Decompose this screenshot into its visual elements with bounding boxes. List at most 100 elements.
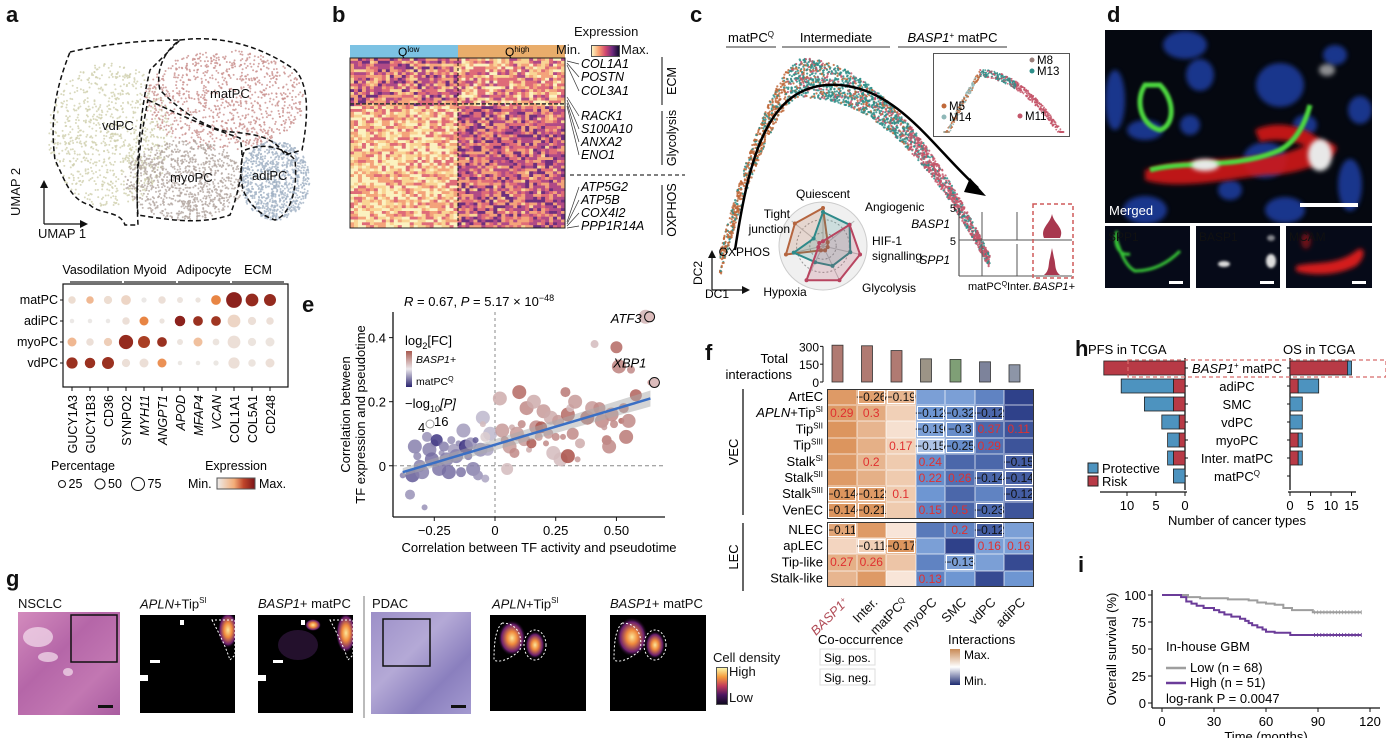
heatmap-cell — [393, 103, 399, 107]
umap-cluster-label: matPC — [210, 86, 250, 101]
heatmap-cell — [441, 77, 446, 81]
heatmap-cell — [493, 100, 498, 104]
umap-point — [257, 154, 260, 157]
heatmap-cell — [477, 83, 482, 87]
heatmap-cell — [549, 75, 554, 79]
heatmap-cell — [397, 66, 403, 70]
heatmap-cell — [369, 114, 375, 118]
umap-point — [292, 81, 295, 84]
heatmap-cell — [453, 69, 458, 73]
umap-point — [292, 85, 295, 88]
heatmap-cell — [465, 106, 470, 110]
umap-point — [155, 162, 158, 165]
umap-point — [267, 171, 270, 174]
heatmap-cell — [389, 63, 395, 67]
heatmap-cell — [501, 92, 506, 96]
umap-point — [247, 96, 250, 99]
umap-point — [205, 89, 208, 92]
umap-point — [289, 74, 292, 77]
heatmap-cell — [377, 60, 383, 64]
heatmap-cell — [473, 111, 478, 115]
heatmap-cell — [445, 97, 450, 101]
umap-point — [202, 166, 205, 169]
umap-point — [271, 183, 274, 186]
umap-point — [234, 49, 237, 52]
heatmap-cell — [457, 86, 462, 90]
umap-point — [289, 151, 292, 154]
umap-point — [112, 174, 115, 177]
b-header-high — [458, 45, 565, 58]
heatmap-cell — [393, 63, 399, 67]
umap-point — [91, 115, 94, 118]
umap-point — [278, 185, 281, 188]
heatmap-cell — [557, 69, 562, 73]
heatmap-cell — [393, 58, 399, 62]
heatmap-cell — [401, 89, 407, 93]
panel-b-label: b — [332, 2, 346, 27]
heatmap-cell — [393, 72, 399, 76]
umap-point — [286, 146, 289, 149]
umap-point — [188, 158, 191, 161]
umap-point — [75, 118, 78, 121]
umap-point — [292, 191, 295, 194]
heatmap-cell — [373, 97, 379, 101]
umap-point — [274, 193, 277, 196]
umap-point — [288, 104, 291, 107]
heatmap-cell — [429, 117, 434, 121]
umap-point — [251, 130, 254, 133]
umap-point — [279, 191, 282, 194]
heatmap-cell — [493, 72, 498, 76]
heatmap-cell — [385, 123, 391, 127]
umap-point — [249, 62, 252, 65]
umap-point — [213, 164, 216, 167]
umap-point — [129, 132, 132, 135]
umap-point — [282, 215, 285, 218]
umap-point — [286, 95, 289, 98]
umap-point — [139, 189, 142, 192]
heatmap-cell — [405, 83, 411, 87]
umap-point — [173, 72, 176, 75]
heatmap-cell — [557, 80, 562, 84]
heatmap-cell — [441, 86, 446, 90]
heatmap-cell — [421, 94, 426, 98]
umap-point — [244, 107, 247, 110]
heatmap-cell — [397, 89, 403, 93]
umap-point — [200, 182, 203, 185]
heatmap-cell — [409, 66, 415, 70]
heatmap-cell — [525, 111, 530, 115]
heatmap-cell — [465, 80, 470, 84]
dotplot-gene-label: GUCY1B3 — [84, 395, 98, 453]
umap-point — [157, 186, 160, 189]
umap-point — [269, 114, 272, 117]
umap-point — [293, 115, 296, 118]
umap-point — [103, 160, 106, 163]
umap-point — [84, 144, 87, 147]
heatmap-cell — [397, 97, 403, 101]
dot-adiPC-COL1A1 — [227, 314, 241, 328]
heatmap-cell — [393, 75, 399, 79]
umap-point — [297, 189, 300, 192]
heatmap-cell — [373, 120, 379, 124]
umap-point — [152, 97, 155, 100]
umap-point — [94, 66, 97, 69]
umap-point — [255, 131, 258, 134]
umap-point — [175, 181, 178, 184]
umap-point — [263, 123, 266, 126]
umap-point — [257, 102, 260, 105]
umap-point — [221, 76, 224, 79]
umap-point — [127, 157, 130, 160]
umap-point — [162, 129, 165, 132]
umap-point — [259, 58, 262, 61]
umap-point — [231, 99, 234, 102]
umap-point — [196, 92, 199, 95]
heatmap-cell — [497, 60, 502, 64]
umap-point — [147, 139, 150, 142]
umap-point — [153, 158, 156, 161]
umap-point — [178, 212, 181, 215]
heatmap-cell — [441, 123, 446, 127]
heatmap-cell — [553, 103, 558, 107]
heatmap-cell — [529, 80, 534, 84]
umap-point — [85, 192, 88, 195]
umap-point — [121, 145, 124, 148]
umap-point — [128, 155, 131, 158]
